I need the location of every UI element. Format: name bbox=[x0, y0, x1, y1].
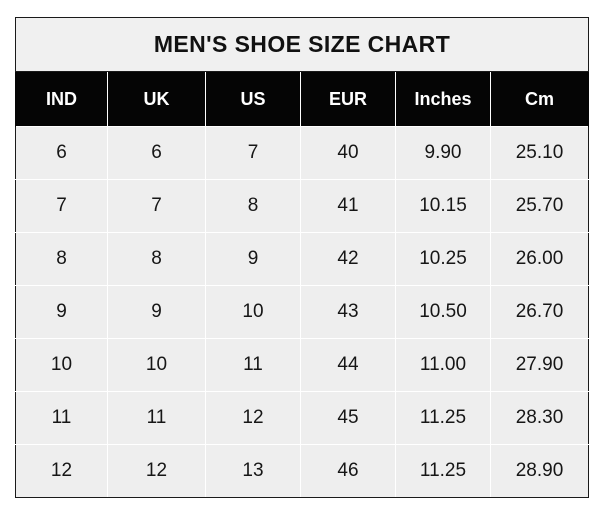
column-header-eur: EUR bbox=[300, 71, 396, 127]
cell-uk: 10 bbox=[107, 338, 206, 392]
cell-inches: 10.25 bbox=[395, 232, 491, 286]
cell-uk: 11 bbox=[107, 391, 206, 445]
cell-us: 7 bbox=[205, 126, 301, 180]
column-header-uk: UK bbox=[107, 71, 206, 127]
cell-eur: 42 bbox=[300, 232, 396, 286]
column-header-row: IND UK US EUR Inches Cm bbox=[15, 71, 590, 127]
cell-cm: 25.10 bbox=[489, 126, 590, 180]
cell-eur: 41 bbox=[300, 179, 396, 233]
column-header-cm: Cm bbox=[489, 71, 590, 127]
table-row: 11 11 12 45 11.25 28.30 bbox=[15, 391, 590, 445]
cell-us: 12 bbox=[205, 391, 301, 445]
table-row: 12 12 13 46 11.25 28.90 bbox=[15, 444, 590, 498]
cell-eur: 45 bbox=[300, 391, 396, 445]
table-row: 10 10 11 44 11.00 27.90 bbox=[15, 338, 590, 392]
cell-uk: 6 bbox=[107, 126, 206, 180]
cell-uk: 9 bbox=[107, 285, 206, 339]
cell-us: 10 bbox=[205, 285, 301, 339]
cell-eur: 43 bbox=[300, 285, 396, 339]
cell-ind: 12 bbox=[15, 444, 108, 498]
chart-title-cell: MEN'S SHOE SIZE CHART bbox=[14, 17, 590, 72]
column-header-us: US bbox=[205, 71, 301, 127]
cell-ind: 9 bbox=[15, 285, 108, 339]
cell-cm: 26.00 bbox=[489, 232, 590, 286]
table-body: 6 6 7 40 9.90 25.10 7 7 8 41 10.15 25.70… bbox=[15, 126, 590, 498]
cell-ind: 8 bbox=[15, 232, 108, 286]
cell-eur: 44 bbox=[300, 338, 396, 392]
cell-uk: 8 bbox=[107, 232, 206, 286]
cell-cm: 26.70 bbox=[489, 285, 590, 339]
cell-inches: 10.15 bbox=[395, 179, 491, 233]
shoe-size-table: MEN'S SHOE SIZE CHART IND UK US EUR Inch… bbox=[14, 17, 590, 498]
cell-ind: 10 bbox=[15, 338, 108, 392]
column-header-inches: Inches bbox=[395, 71, 491, 127]
table-row: 8 8 9 42 10.25 26.00 bbox=[15, 232, 590, 286]
cell-inches: 10.50 bbox=[395, 285, 491, 339]
table-head: MEN'S SHOE SIZE CHART IND UK US EUR Inch… bbox=[14, 17, 590, 127]
title-row: MEN'S SHOE SIZE CHART bbox=[14, 17, 590, 72]
table-row: 6 6 7 40 9.90 25.10 bbox=[15, 126, 590, 180]
column-header-ind: IND bbox=[15, 71, 108, 127]
cell-us: 13 bbox=[205, 444, 301, 498]
size-chart-container: MEN'S SHOE SIZE CHART IND UK US EUR Inch… bbox=[14, 17, 590, 498]
cell-uk: 12 bbox=[107, 444, 206, 498]
cell-uk: 7 bbox=[107, 179, 206, 233]
cell-inches: 11.25 bbox=[395, 391, 491, 445]
cell-cm: 25.70 bbox=[489, 179, 590, 233]
cell-eur: 46 bbox=[300, 444, 396, 498]
cell-ind: 6 bbox=[15, 126, 108, 180]
table-row: 9 9 10 43 10.50 26.70 bbox=[15, 285, 590, 339]
cell-ind: 11 bbox=[15, 391, 108, 445]
cell-inches: 9.90 bbox=[395, 126, 491, 180]
cell-us: 9 bbox=[205, 232, 301, 286]
cell-cm: 28.90 bbox=[489, 444, 590, 498]
cell-inches: 11.00 bbox=[395, 338, 491, 392]
cell-cm: 27.90 bbox=[489, 338, 590, 392]
cell-us: 11 bbox=[205, 338, 301, 392]
cell-ind: 7 bbox=[15, 179, 108, 233]
page-title: MEN'S SHOE SIZE CHART bbox=[153, 31, 451, 57]
table-row: 7 7 8 41 10.15 25.70 bbox=[15, 179, 590, 233]
cell-eur: 40 bbox=[300, 126, 396, 180]
cell-us: 8 bbox=[205, 179, 301, 233]
cell-inches: 11.25 bbox=[395, 444, 491, 498]
cell-cm: 28.30 bbox=[489, 391, 590, 445]
